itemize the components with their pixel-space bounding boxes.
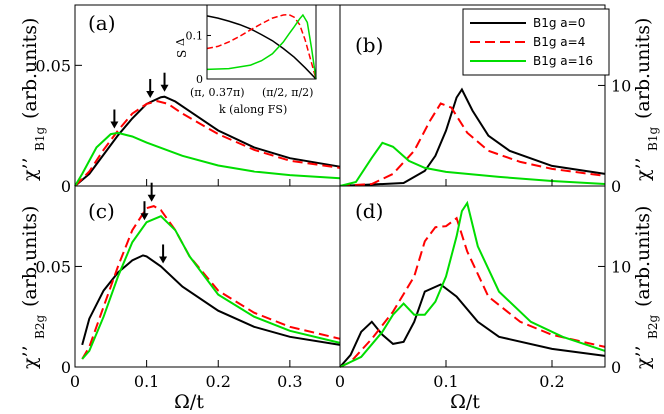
inset-panel: 00.1 [186, 4, 317, 86]
x-tick-label: 0.3 [277, 372, 302, 391]
y-axis-title-top-left: χ’’ B1g (arb.units) [19, 18, 47, 181]
series-line-a16 [339, 141, 606, 187]
panel-label-d: (d) [355, 199, 383, 223]
x-axis-title-left: Ω/t [174, 391, 204, 413]
frame-inset [206, 4, 317, 80]
units-label: (arb.units) [632, 18, 654, 119]
series-line-a4 [74, 100, 341, 187]
x-tick-label: 0.1 [433, 372, 458, 391]
y-axis-title-bottom-right: χ’’ B2g (arb.units) [632, 206, 660, 369]
panel-label-c: (c) [88, 199, 115, 223]
series-line-a16 [81, 215, 341, 360]
panel-c: 0 0.05 0 0.1 0.2 0.3 [35, 182, 341, 391]
x-tick-label: 0.2 [206, 372, 231, 391]
chi-symbol: χ’’ [19, 157, 41, 181]
peak-arrow-head [159, 256, 168, 264]
inset-xlabel: k (along FS) [219, 103, 287, 116]
panel-label-a: (a) [88, 11, 116, 35]
y-tick-label: 0 [611, 177, 621, 196]
peak-arrow-head [160, 84, 169, 92]
series-line-a0 [339, 283, 606, 368]
y-axis-title-bottom-left: χ’’ B2g (arb.units) [19, 206, 47, 369]
units-label: (arb.units) [632, 206, 654, 307]
y-tick-label: 0.05 [35, 257, 71, 276]
b2g-subscript: B2g [33, 315, 47, 339]
units-label: (arb.units) [19, 206, 41, 307]
series-line-a0 [339, 87, 606, 187]
series-line-a4 [81, 205, 341, 360]
peak-arrow-head [147, 194, 156, 202]
series-line-a4 [339, 216, 606, 368]
inset-ylabel: Δ S [174, 38, 189, 58]
peak-arrow-head [140, 213, 149, 221]
peak-arrow-head [110, 121, 119, 129]
y-tick-label: 0 [61, 358, 71, 377]
x-tick-label: 0 [70, 372, 80, 391]
y-tick-label: 0 [196, 73, 203, 86]
inset-ylabel-delta: Δ [174, 38, 187, 46]
y-tick-label: 10 [611, 76, 631, 95]
plot-area-inset [207, 5, 316, 79]
inset-ylabel-sub: S [175, 50, 189, 58]
x-axis-title-right: Ω/t [450, 391, 480, 413]
legend-label-a0: B1g a=0 [533, 16, 585, 30]
legend-label-a4: B1g a=4 [533, 35, 585, 49]
series-line-a16 [339, 200, 606, 368]
units-label: (arb.units) [19, 18, 41, 119]
b2g-subscript: B2g [646, 315, 660, 339]
y-axis-title-top-right: χ’’ B1g (arb.units) [632, 18, 660, 181]
y-tick-label: 10 [611, 257, 631, 276]
inset-xtick-left: (π, 0.37π) [190, 86, 245, 99]
y-tick-label: 0 [611, 358, 621, 377]
peak-arrow-head [146, 90, 155, 98]
series-line-a16 [206, 13, 317, 80]
x-tick-label: 0 [335, 372, 345, 391]
series-line-a16 [74, 131, 341, 187]
series-line-a4 [339, 102, 606, 187]
y-tick-label: 0.05 [35, 56, 71, 75]
chi-symbol: χ’’ [632, 345, 654, 369]
legend-label-a16: B1g a=16 [533, 54, 593, 68]
legend: B1g a=0 B1g a=4 B1g a=16 [462, 8, 610, 76]
series-line-a0 [74, 95, 341, 187]
y-tick-label: 0 [61, 177, 71, 196]
chi-symbol: χ’’ [19, 345, 41, 369]
b1g-subscript: B1g [646, 127, 660, 151]
panel-label-b: (b) [355, 33, 383, 57]
series-line-a4 [206, 13, 317, 80]
x-tick-label: 0.2 [539, 372, 564, 391]
y-tick-label: 0.1 [186, 29, 204, 42]
series-line-a0 [81, 254, 341, 346]
x-tick-label: 0.1 [134, 372, 159, 391]
frame-d [339, 185, 606, 368]
inset-xtick-right: (π/2, π/2) [262, 86, 313, 99]
panel-d: 0 10 0 0.1 0.2 [335, 185, 631, 391]
series-line-a0 [206, 15, 317, 80]
chi-symbol: χ’’ [632, 157, 654, 181]
b1g-subscript: B1g [33, 127, 47, 151]
